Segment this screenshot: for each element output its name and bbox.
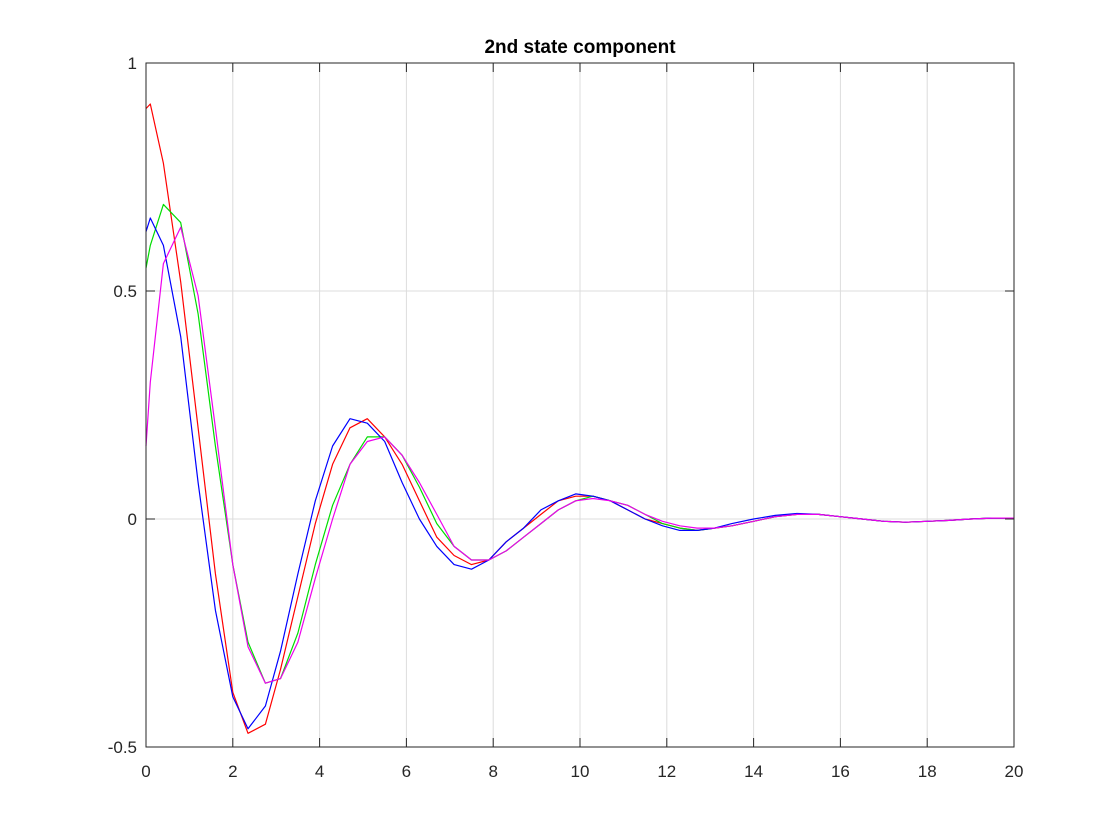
- x-tick-label: 6: [402, 762, 411, 781]
- y-tick-label: 1: [128, 54, 137, 73]
- x-tick-label: 16: [831, 762, 850, 781]
- x-tick-label: 18: [918, 762, 937, 781]
- x-tick-label: 14: [744, 762, 763, 781]
- x-tick-label: 12: [657, 762, 676, 781]
- x-tick-label: 0: [141, 762, 150, 781]
- x-tick-label: 20: [1005, 762, 1024, 781]
- x-tick-label: 4: [315, 762, 324, 781]
- y-tick-labels: -0.5 0 0.5 1: [108, 54, 137, 757]
- tick-marks: [145, 62, 1015, 748]
- x-tick-labels: 0 2 4 6 8 10 12 14 16 18 20: [141, 762, 1023, 781]
- series-line-4: [145, 226, 1014, 684]
- y-tick-label: 0.5: [113, 282, 137, 301]
- grid: [146, 63, 1014, 747]
- x-tick-label: 10: [571, 762, 590, 781]
- x-tick-label: 8: [488, 762, 497, 781]
- x-tick-label: 2: [228, 762, 237, 781]
- y-tick-label: -0.5: [108, 738, 137, 757]
- y-tick-label: 0: [128, 510, 137, 529]
- series-lines: [145, 103, 1014, 734]
- chart-title: 2nd state component: [484, 37, 676, 58]
